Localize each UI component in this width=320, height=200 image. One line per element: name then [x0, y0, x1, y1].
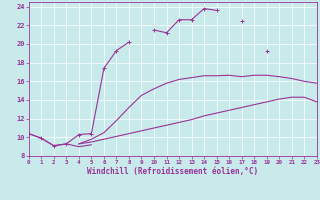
X-axis label: Windchill (Refroidissement éolien,°C): Windchill (Refroidissement éolien,°C)	[87, 167, 258, 176]
